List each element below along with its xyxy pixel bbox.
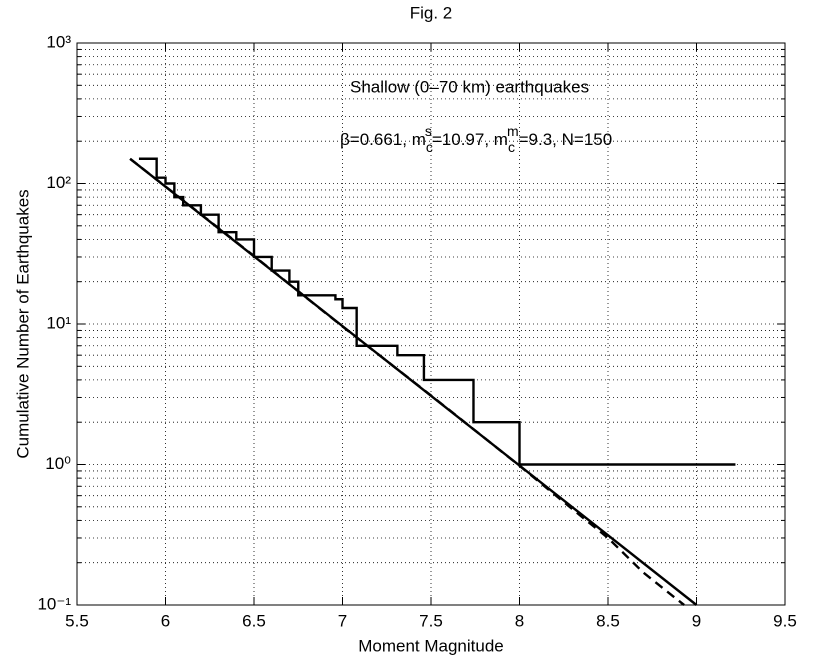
y-axis-label: Cumulative Number of Earthquakes: [13, 189, 32, 458]
x-tick-label: 8: [515, 611, 524, 630]
superscript: s: [425, 123, 432, 139]
series-line: [129, 157, 685, 606]
x-tick-label: 7: [338, 611, 347, 630]
y-tick-label: 10¹: [46, 313, 71, 332]
text: =9.3, N=150: [519, 130, 613, 149]
x-tick-label: 6.5: [242, 611, 266, 630]
x-tick-label: 9: [692, 611, 701, 630]
y-tick-label: 10²: [46, 173, 71, 192]
parameter-annotation: β=0.661, mcs=10.97, mcm=9.3, N=150: [340, 123, 612, 155]
chart-title: Fig. 2: [410, 3, 453, 22]
y-tick-label: 10⁻¹: [37, 594, 71, 613]
x-tick-label: 5.5: [65, 611, 89, 630]
x-tick-label: 7.5: [419, 611, 443, 630]
subscript: c: [508, 139, 515, 155]
x-axis-label: Moment Magnitude: [358, 636, 504, 655]
x-tick-label: 9.5: [773, 611, 797, 630]
annotation: Shallow (0–70 km) earthquakes: [350, 77, 589, 96]
plot-frame: [76, 42, 786, 606]
x-tick-label: 6: [161, 611, 170, 630]
subscript: c: [426, 139, 433, 155]
y-tick-label: 10⁰: [45, 454, 71, 473]
series-line: [138, 157, 736, 466]
text: =10.97, m: [432, 130, 508, 149]
x-tick-label: 8.5: [596, 611, 620, 630]
superscript: m: [507, 123, 519, 139]
y-tick-label: 10³: [46, 32, 71, 51]
text: β=0.661, m: [340, 130, 426, 149]
